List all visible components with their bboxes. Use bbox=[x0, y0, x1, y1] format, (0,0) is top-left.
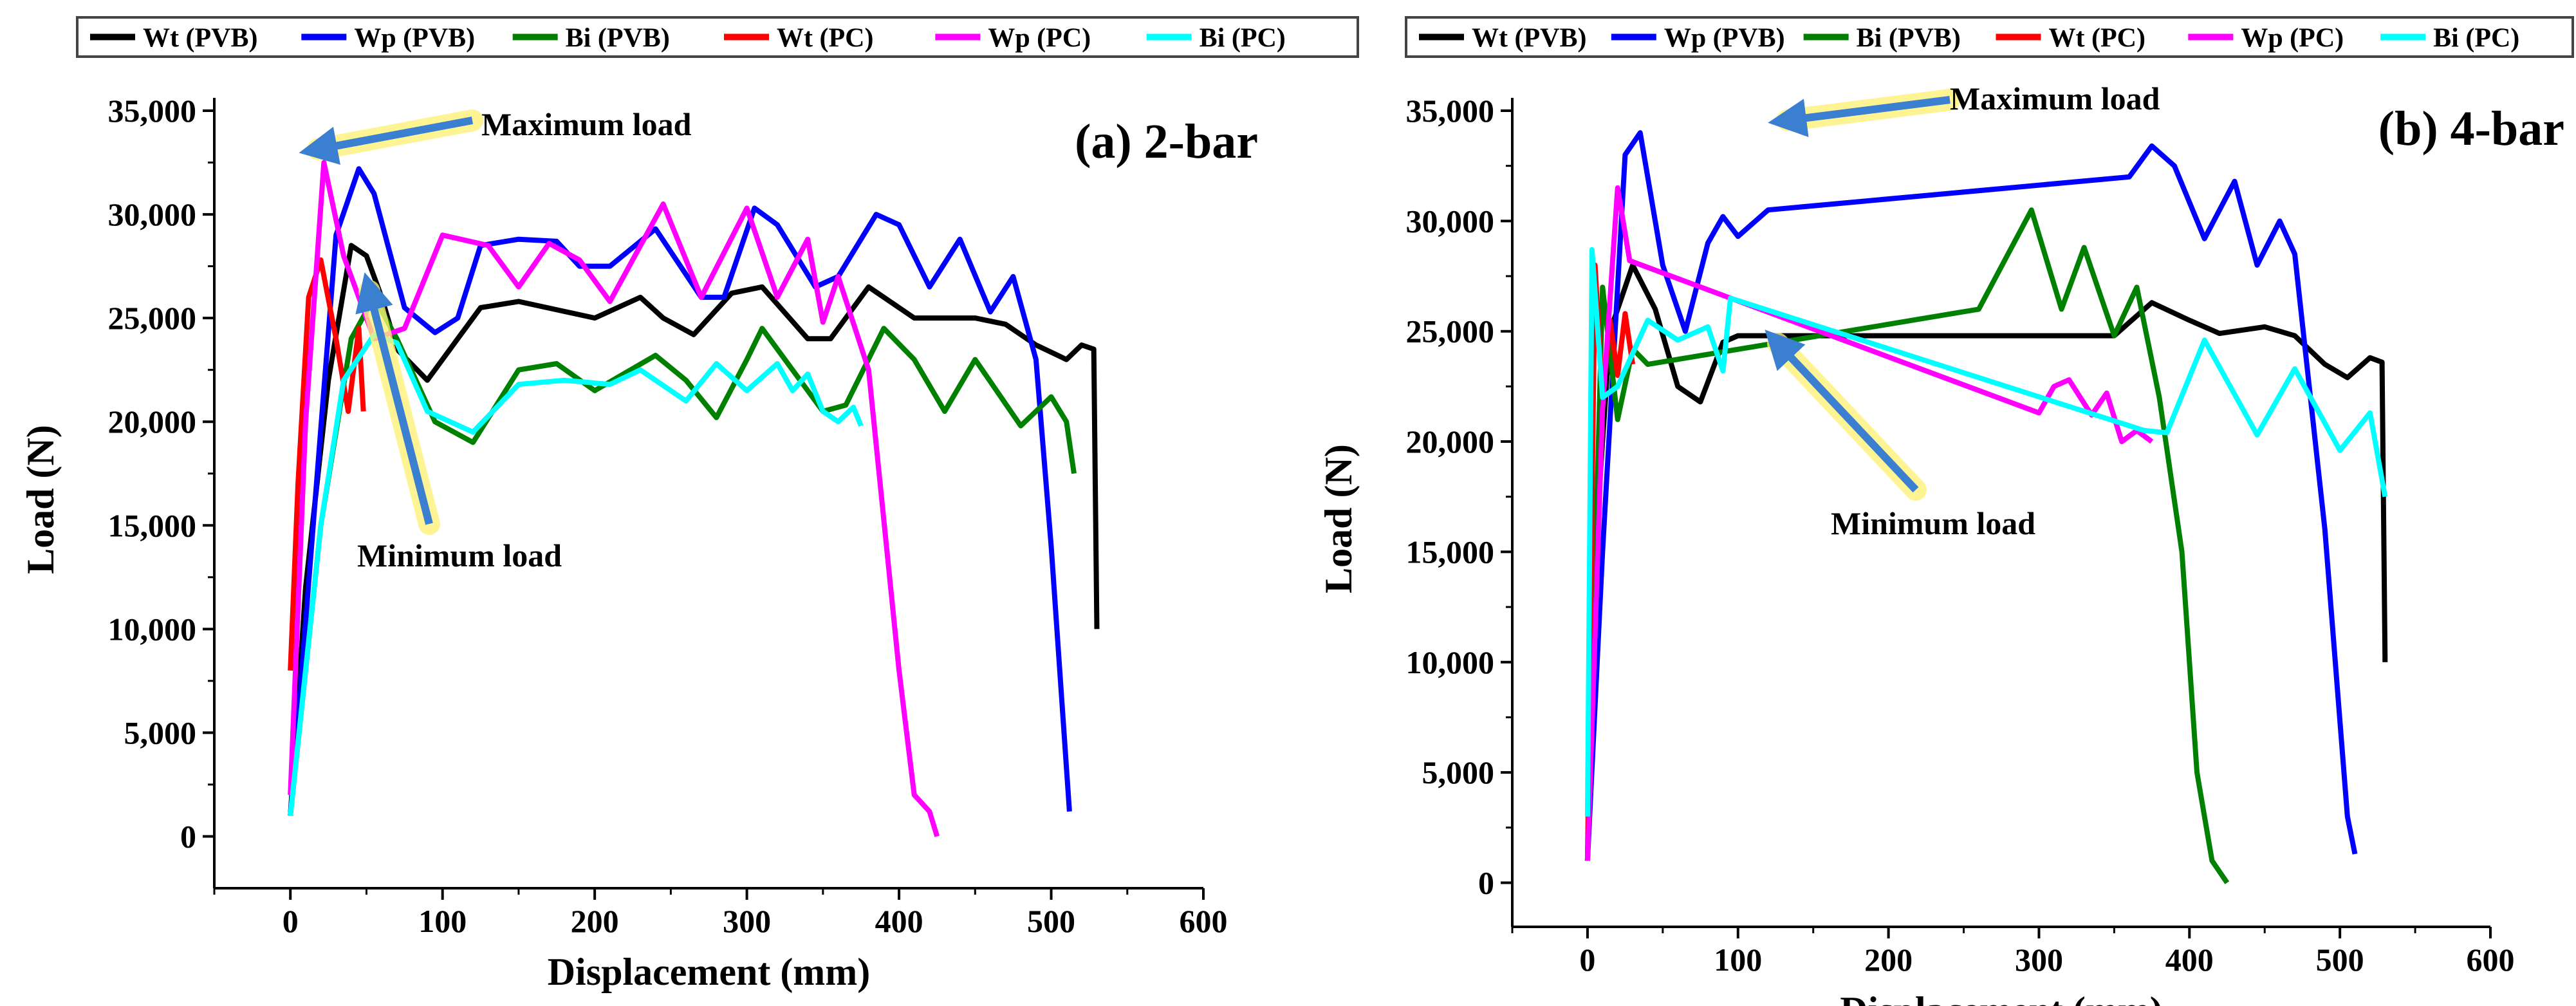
x-tick-label: 500 bbox=[1027, 903, 1075, 939]
legend-label: Bi (PVB) bbox=[566, 24, 670, 53]
y-axis-label: Load (N) bbox=[1317, 444, 1360, 593]
x-tick-label: 300 bbox=[2015, 942, 2063, 978]
series-line-wt-pvb bbox=[288, 243, 1100, 816]
chart-title: (a) 2-bar bbox=[1075, 115, 1258, 169]
legend-label: Bi (PVB) bbox=[1857, 24, 1961, 53]
x-axis-label: Displacement (mm) bbox=[548, 951, 871, 993]
legend: Wt (PVB) Wp (PVB) Bi (PVB) Wt (PC) Wp (PC) Bi… bbox=[76, 16, 1359, 58]
x-axis-label: Displacement (mm) bbox=[1840, 989, 2163, 1006]
series-line-wp-pvb bbox=[1584, 130, 2358, 861]
annotation-arrow-icon bbox=[1768, 96, 1951, 137]
legend-box bbox=[76, 16, 1359, 58]
annotation-label: Maximum load bbox=[481, 106, 692, 142]
legend: Wt (PVB) Wp (PVB) Bi (PVB) Wt (PC) Wp (PC) Bi… bbox=[1405, 16, 2574, 58]
legend-label: Bi (PC) bbox=[2433, 24, 2519, 53]
x-tick-label: 0 bbox=[283, 903, 299, 939]
y-tick-label: 30,000 bbox=[1406, 203, 1495, 239]
y-tick-label: 20,000 bbox=[108, 404, 197, 440]
x-tick-label: 400 bbox=[2165, 942, 2214, 978]
y-tick-label: 35,000 bbox=[108, 93, 197, 129]
annotation-label: Minimum load bbox=[357, 537, 562, 573]
y-axis-label: Load (N) bbox=[19, 425, 62, 574]
y-tick-label: 20,000 bbox=[1406, 424, 1495, 460]
chart-panel-b: Wt (PVB) Wp (PVB) Bi (PVB) Wt (PC) Wp (PC) Bi… bbox=[1317, 16, 2574, 1006]
y-tick-label: 15,000 bbox=[1406, 534, 1495, 570]
chart-title: (b) 4-bar bbox=[2378, 102, 2564, 156]
legend-label: Wp (PVB) bbox=[354, 24, 475, 53]
y-tick-label: 0 bbox=[1478, 864, 1494, 900]
y-tick-label: 10,000 bbox=[108, 611, 197, 647]
legend-box bbox=[1405, 16, 2574, 58]
x-tick-label: 200 bbox=[571, 903, 619, 939]
x-tick-label: 600 bbox=[1180, 903, 1228, 939]
x-tick-label: 600 bbox=[2467, 942, 2515, 978]
y-tick-label: 10,000 bbox=[1406, 644, 1495, 680]
legend-label: Bi (PC) bbox=[1200, 24, 1286, 53]
legend-label: Wt (PC) bbox=[777, 24, 873, 53]
x-tick-label: 0 bbox=[1579, 942, 1595, 978]
chart-panel-a: Wt (PVB) Wp (PVB) Bi (PVB) Wt (PC) Wp (PC) Bi… bbox=[19, 16, 1359, 993]
y-tick-label: 25,000 bbox=[108, 300, 197, 336]
series-line-wt-pc bbox=[288, 257, 366, 671]
x-tick-label: 200 bbox=[1864, 942, 1913, 978]
series-line-bi-pc bbox=[288, 331, 864, 816]
annotation-arrow-icon bbox=[355, 272, 433, 525]
y-tick-label: 30,000 bbox=[108, 196, 197, 232]
legend-label: Wt (PVB) bbox=[1472, 24, 1586, 53]
legend-label: Wp (PC) bbox=[2241, 24, 2344, 53]
legend-label: Wp (PC) bbox=[988, 24, 1091, 53]
x-tick-label: 500 bbox=[2316, 942, 2364, 978]
x-tick-label: 400 bbox=[875, 903, 923, 939]
y-tick-label: 15,000 bbox=[108, 507, 197, 543]
legend-label: Wt (PC) bbox=[2049, 24, 2145, 53]
y-tick-label: 0 bbox=[180, 818, 196, 854]
y-tick-label: 5,000 bbox=[1422, 754, 1495, 790]
x-tick-label: 100 bbox=[1714, 942, 1762, 978]
legend-label: Wp (PVB) bbox=[1664, 24, 1785, 53]
series-line-bi-pc bbox=[1584, 247, 2388, 817]
y-tick-label: 35,000 bbox=[1406, 93, 1495, 129]
y-tick-label: 25,000 bbox=[1406, 313, 1495, 349]
annotation-arrow-icon bbox=[299, 116, 474, 165]
series-line-wp-pc bbox=[1584, 185, 2154, 861]
annotation-label: Maximum load bbox=[1950, 80, 2160, 116]
series-line-bi-pvb bbox=[1584, 207, 2230, 884]
series-line-wp-pvb bbox=[288, 166, 1072, 816]
y-tick-label: 5,000 bbox=[124, 714, 197, 750]
legend-label: Wt (PVB) bbox=[143, 24, 257, 53]
annotation-label: Minimum load bbox=[1831, 505, 2035, 541]
annotation-arrow-icon bbox=[1765, 330, 1919, 493]
x-tick-label: 100 bbox=[418, 903, 467, 939]
x-tick-label: 300 bbox=[723, 903, 771, 939]
